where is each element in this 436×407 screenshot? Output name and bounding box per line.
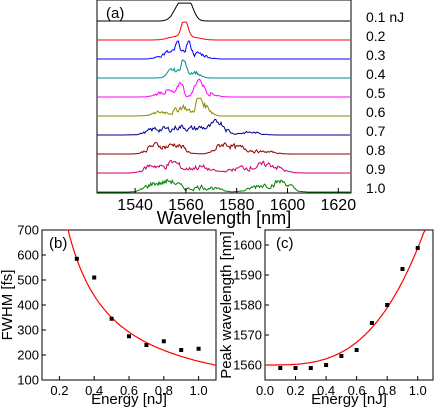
- panel-c-data-point: [385, 303, 390, 307]
- panel-c-peak-wavelength: (c) 1560 1570 1580 1590 1600 0.0 0.2 0.4 0.6 0.8…: [218, 229, 434, 407]
- panel-b-frame: [41, 229, 217, 381]
- panel-c-data-point: [354, 348, 359, 352]
- panel-b-data-point: [109, 316, 114, 321]
- panel-c-data-point: [415, 246, 420, 250]
- spectrum-line: [97, 78, 350, 98]
- energy-label: 0.5: [366, 85, 386, 101]
- panel-a-x-tick-label: 1560: [168, 197, 204, 214]
- panel-b-y-ticks: 100 200 300 400 500 600 700: [17, 223, 46, 388]
- energy-label: 1.0: [366, 180, 386, 196]
- panel-c-data-point: [278, 366, 283, 370]
- panel-b-data-point: [161, 339, 166, 344]
- panel-c-data-point: [400, 267, 405, 271]
- panel-a-energy-labels: 0.1 nJ 0.2 0.3 0.4 0.5 0.6 0.7 0.8 0.9 1.0: [366, 9, 404, 196]
- panel-c-y-tick-label: 1560: [233, 358, 262, 373]
- panel-b-y-tick-label: 100: [17, 373, 39, 388]
- spectrum-line: [97, 59, 350, 79]
- energy-label: 0.6: [366, 104, 386, 120]
- panel-a-x-tick-label: 1580: [219, 197, 255, 214]
- panel-a-x-tick-label: 1600: [270, 197, 306, 214]
- panel-b-x-ticks: 0.2 0.4 0.6 0.8 1.0: [50, 376, 208, 398]
- panel-b-x-tick-label: 1.0: [190, 383, 208, 398]
- panel-c-x-tick-label: 0.8: [378, 383, 396, 398]
- panel-b-data-point: [179, 348, 184, 352]
- panel-a-x-tick-label: 1540: [117, 197, 153, 214]
- panel-c-fit-curve: [265, 229, 426, 366]
- panel-b-fit-curve: [66, 229, 217, 366]
- panel-b-label: (b): [49, 235, 67, 252]
- panel-b-data-point: [74, 256, 79, 261]
- spectrum-line: [97, 40, 350, 60]
- panel-c-y-axis-title: Peak wavelength [nm]: [218, 231, 235, 379]
- panel-b-x-axis-title: Energy [nJ]: [91, 391, 167, 407]
- panel-c-x-ticks: 0.0 0.2 0.4 0.6 0.8 1.0: [256, 376, 427, 398]
- energy-label: 0.1 nJ: [366, 9, 404, 25]
- spectrum-line: [97, 21, 350, 41]
- spectrum-line: [97, 178, 350, 193]
- panel-c-x-tick-label: 1.0: [409, 383, 427, 398]
- panel-b-y-tick-label: 700: [17, 223, 39, 238]
- panel-c-y-tick-label: 1580: [233, 298, 262, 313]
- energy-label: 0.9: [366, 161, 386, 177]
- panel-c-data-point: [369, 321, 374, 325]
- panel-b-fwhm: (b) 100 200 300 400 500 600 700 0.2 0.4 0.6 0.8 1.…: [0, 223, 217, 407]
- panel-b-x-tick-label: 0.2: [50, 383, 68, 398]
- energy-label: 0.7: [366, 123, 386, 139]
- energy-label: 0.8: [366, 142, 386, 158]
- panel-b-y-tick-label: 200: [17, 348, 39, 363]
- panel-a-spectra-lines: [97, 2, 350, 193]
- spectrum-line: [97, 159, 350, 174]
- energy-label: 0.3: [366, 47, 386, 63]
- panel-b-y-axis-title: FWHM [fs]: [0, 270, 16, 341]
- panel-a-x-tick-label: 1620: [321, 197, 357, 214]
- panel-c-y-tick-label: 1600: [233, 238, 262, 253]
- panel-c-data-point: [308, 366, 313, 370]
- panel-b-x-tick-label: 0.8: [155, 383, 173, 398]
- panel-a-label: (a): [106, 5, 124, 22]
- panel-b-x-tick-label: 0.4: [85, 383, 103, 398]
- panel-c-x-tick-label: 0.0: [256, 383, 274, 398]
- panel-b-data-point: [92, 275, 97, 280]
- panel-c-data-point: [324, 363, 329, 367]
- panel-a-x-axis-title: Wavelength [nm]: [157, 208, 291, 228]
- spectrum-line: [97, 97, 350, 117]
- spectrum-line: [97, 142, 350, 155]
- spectrum-line: [97, 2, 350, 22]
- panel-c-x-tick-label: 0.2: [287, 383, 305, 398]
- panel-c-label: (c): [276, 235, 294, 252]
- panel-b-data-point: [127, 334, 131, 339]
- panel-c-y-tick-label: 1570: [233, 328, 262, 343]
- panel-b-y-tick-label: 300: [17, 323, 39, 338]
- panel-b-x-tick-label: 0.6: [120, 383, 138, 398]
- panel-c-frame: [264, 229, 434, 381]
- panel-c-y-ticks: 1560 1570 1580 1590 1600: [233, 238, 269, 373]
- panel-b-data-point: [144, 343, 149, 347]
- panel-b-y-tick-label: 600: [17, 248, 39, 263]
- panel-c-x-tick-label: 0.6: [348, 383, 366, 398]
- panel-c-x-axis-title: Energy [nJ]: [311, 391, 387, 407]
- energy-label: 0.4: [366, 66, 386, 82]
- panel-b-y-tick-label: 500: [17, 273, 39, 288]
- panel-a-spectra: (a) 0.1 nJ 0.2 0.3 0.4 0.5 0.6 0.7 0.8 0.9 1.0 15…: [96, 0, 404, 228]
- panel-c-data-points: [278, 246, 420, 370]
- panel-c-y-tick-label: 1590: [233, 268, 262, 283]
- spectrum-line: [97, 118, 350, 136]
- panel-c-x-tick-label: 0.4: [317, 383, 335, 398]
- panel-c-data-point: [339, 354, 344, 358]
- energy-label: 0.2: [366, 28, 386, 44]
- panel-c-data-point: [293, 366, 298, 370]
- panel-b-y-tick-label: 400: [17, 298, 39, 313]
- panel-a-x-ticks: 1540 1560 1580 1600 1620: [117, 188, 356, 214]
- panel-b-data-point: [196, 346, 201, 351]
- panel-b-data-points: [74, 256, 201, 352]
